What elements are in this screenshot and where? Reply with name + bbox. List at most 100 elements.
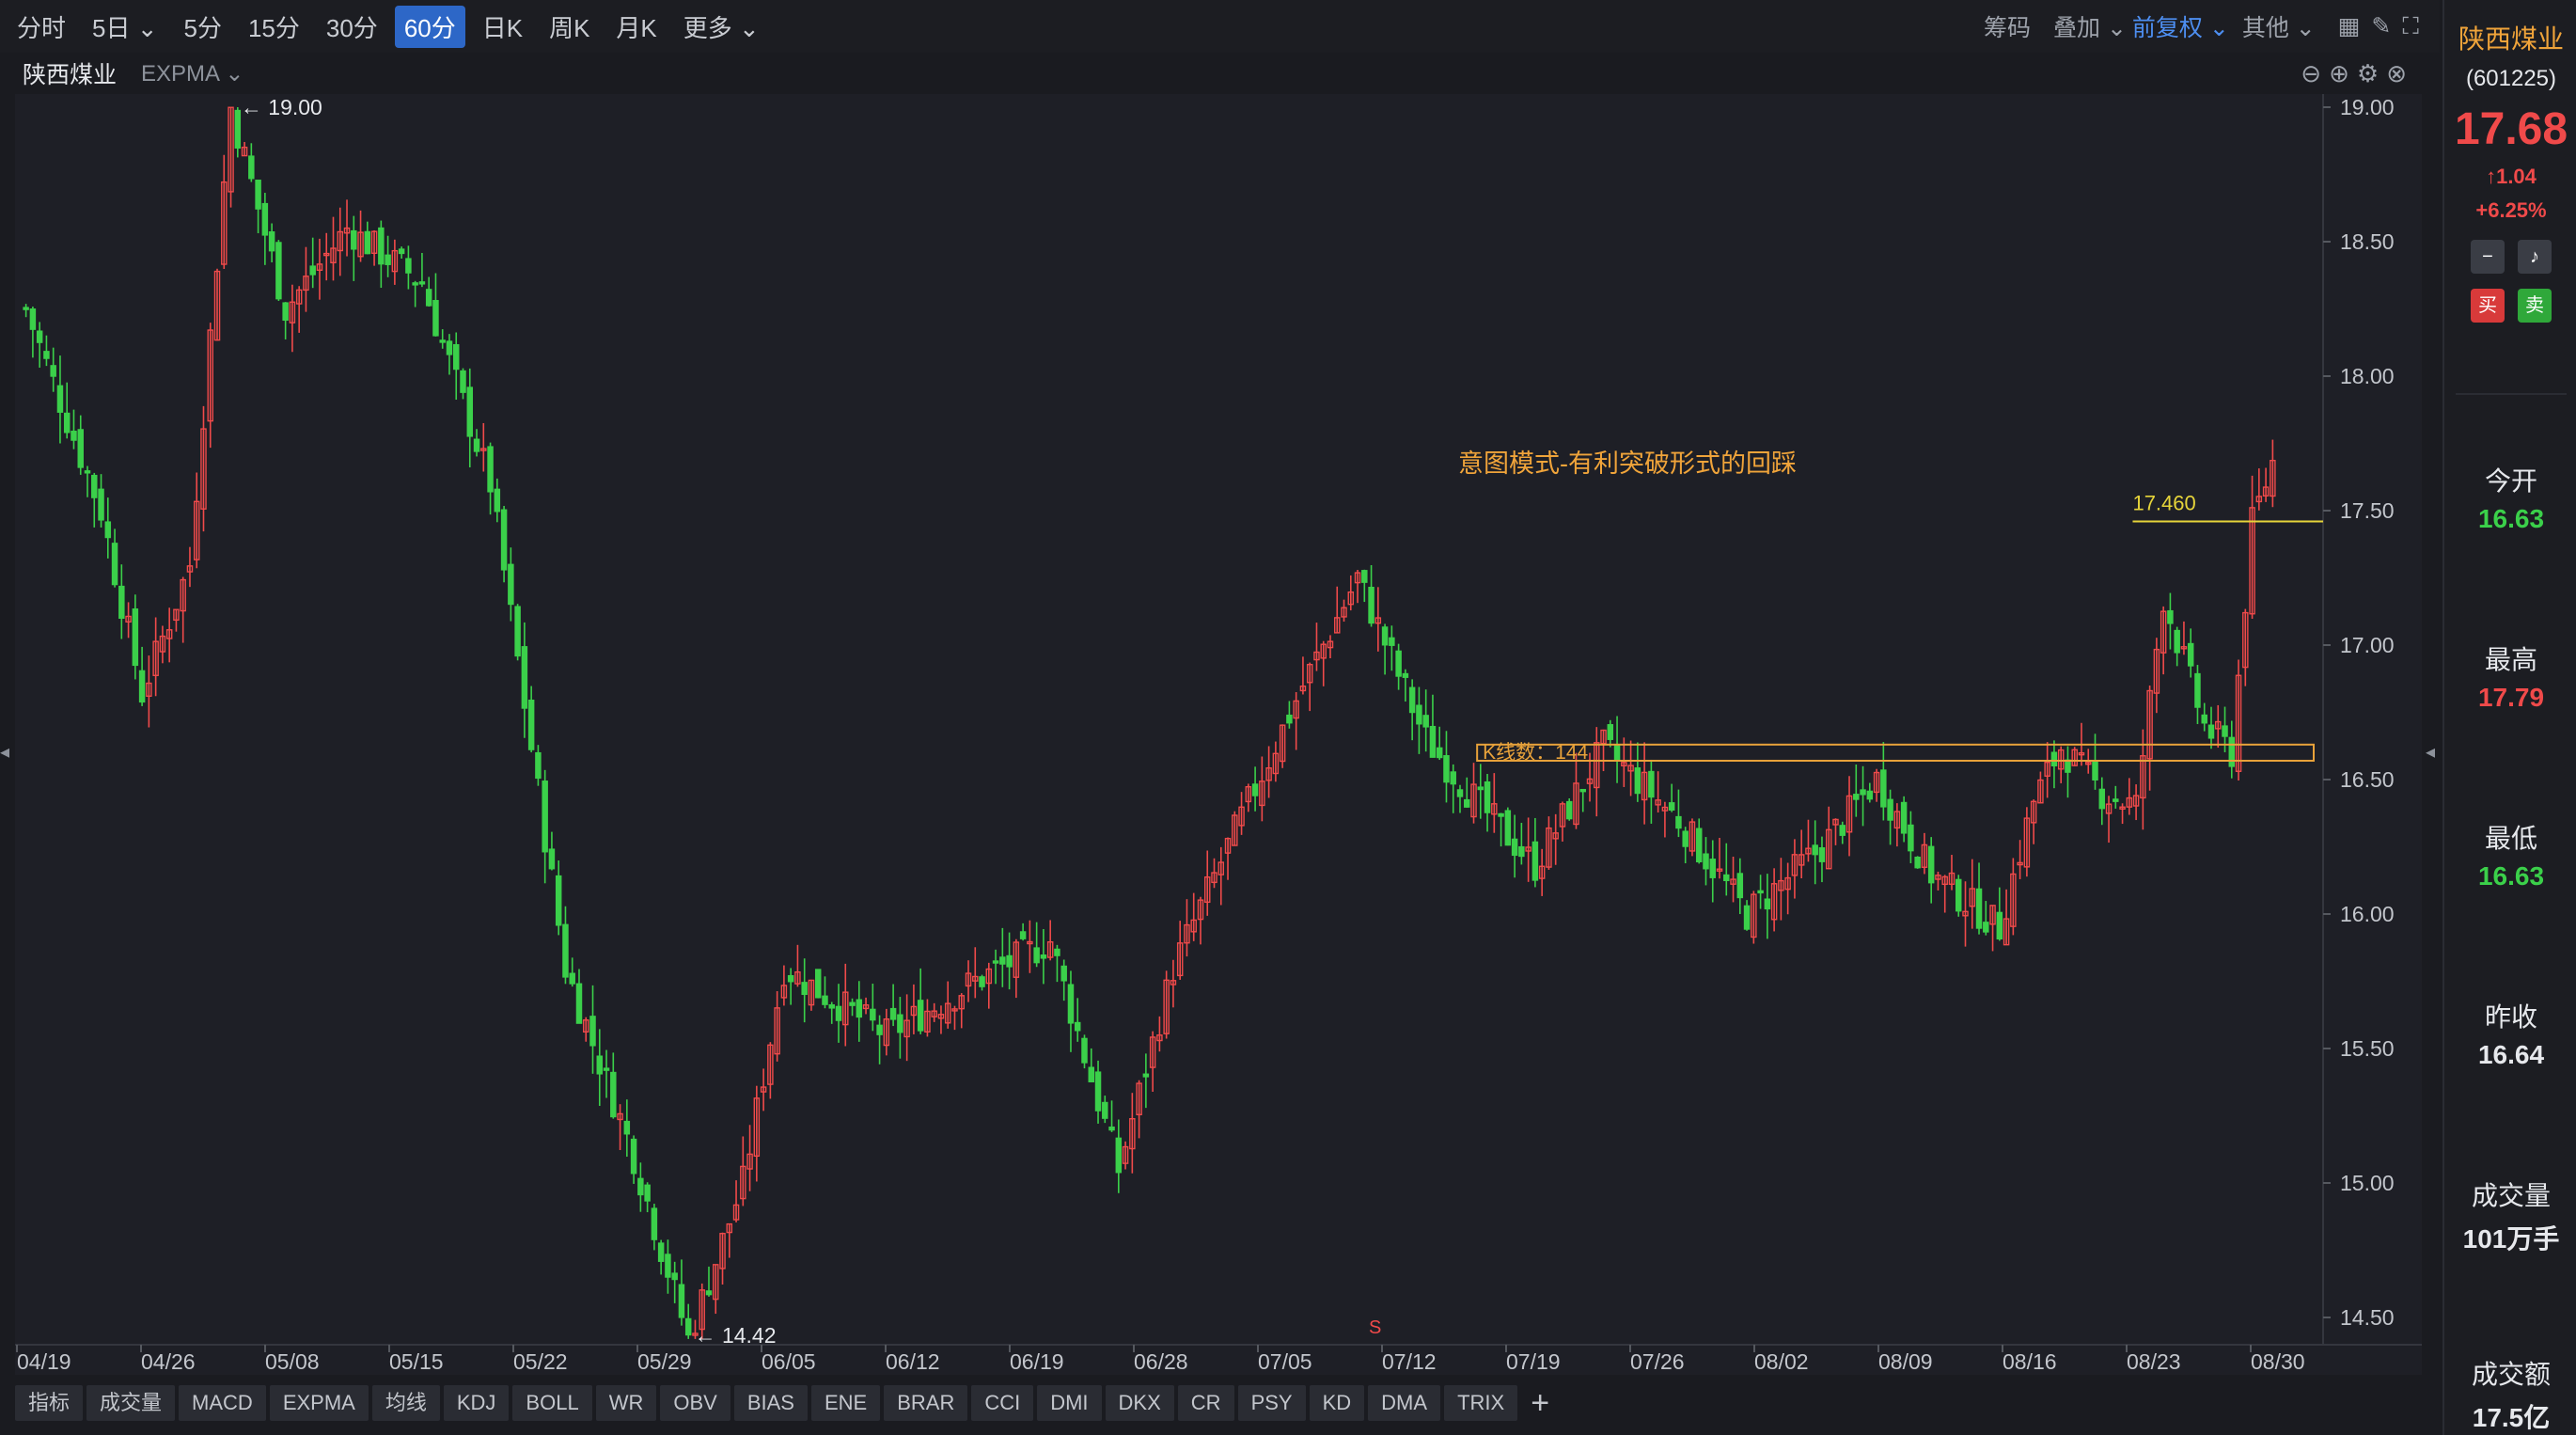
stat-label: 成交额 bbox=[2471, 1360, 2551, 1389]
candle-up bbox=[1559, 803, 1566, 828]
timeframe-tab[interactable]: 分时 bbox=[17, 13, 67, 42]
candle-down bbox=[1764, 898, 1771, 910]
grid-icon[interactable]: ▦ bbox=[2337, 13, 2361, 39]
x-tick-label: 06/19 bbox=[1010, 1349, 1064, 1374]
indicator-dropdown[interactable]: EXPMA ⌄ bbox=[141, 60, 244, 87]
timeframe-tab[interactable]: 日K bbox=[481, 13, 524, 42]
candle-down bbox=[1251, 783, 1259, 796]
candle-up bbox=[760, 1086, 767, 1093]
candle-up bbox=[1136, 1082, 1142, 1115]
indicator-tab[interactable]: 指标 bbox=[15, 1385, 84, 1421]
indicator-tab[interactable]: BRAR bbox=[884, 1385, 968, 1421]
y-tick-label: 19.00 bbox=[2340, 95, 2395, 119]
indicator-tab[interactable]: KD bbox=[1309, 1385, 1365, 1421]
left-collapse-icon[interactable]: ◂ bbox=[0, 742, 10, 763]
draw-pen-icon[interactable]: ✎ bbox=[2371, 13, 2392, 39]
x-tick-label: 08/09 bbox=[1878, 1349, 1933, 1374]
fullscreen-icon[interactable]: ⛶ bbox=[2402, 12, 2419, 39]
bell-icon[interactable]: ♪ bbox=[2518, 240, 2552, 274]
candle-up bbox=[1751, 893, 1757, 938]
stat-label: 成交量 bbox=[2471, 1181, 2551, 1210]
right-collapse-icon[interactable]: ◂ bbox=[2426, 742, 2436, 763]
indicator-tab[interactable]: DMA bbox=[1368, 1385, 1441, 1421]
candle-down bbox=[1668, 802, 1675, 811]
candle-up bbox=[1586, 778, 1594, 784]
x-tick-label: 06/12 bbox=[886, 1349, 940, 1374]
indicator-tab[interactable]: PSY bbox=[1237, 1385, 1306, 1421]
candle-up bbox=[2242, 611, 2249, 669]
candle-up bbox=[740, 1165, 746, 1200]
timeframe-tab[interactable]: 15分 bbox=[247, 13, 300, 42]
candle-down bbox=[678, 1284, 685, 1318]
timeframe-tab[interactable]: 5日 ⌄ bbox=[92, 13, 158, 42]
chart-area[interactable]: 19.00 18.50 18.00 17.50 17.00 16.50 16.00 15.50… bbox=[15, 94, 2422, 1375]
candle-down bbox=[1361, 570, 1368, 583]
stat-label: 最高 bbox=[2484, 645, 2537, 674]
candle-down bbox=[1634, 767, 1641, 795]
indicator-tab[interactable]: ENE bbox=[810, 1385, 881, 1421]
indicator-tab[interactable]: BIAS bbox=[733, 1385, 808, 1421]
indicator-tab[interactable]: DMI bbox=[1037, 1385, 1102, 1421]
candle-up bbox=[193, 500, 200, 560]
candle-down bbox=[378, 227, 385, 265]
remove-watch-icon[interactable]: − bbox=[2471, 240, 2505, 274]
indicator-tab[interactable]: KDJ bbox=[443, 1385, 510, 1421]
close-icon[interactable]: ⊗ bbox=[2386, 58, 2414, 87]
candle-down bbox=[2222, 725, 2228, 737]
candle-up bbox=[583, 1019, 589, 1033]
candle-up bbox=[1259, 781, 1265, 807]
candle-up bbox=[1374, 617, 1382, 624]
indicator-tab[interactable]: 成交量 bbox=[86, 1385, 176, 1421]
candle-down bbox=[917, 1000, 924, 1032]
indicator-tab[interactable]: MACD bbox=[179, 1385, 266, 1421]
candle-down bbox=[1286, 714, 1293, 724]
add-indicator-button[interactable]: + bbox=[1531, 1385, 1550, 1421]
candle-down bbox=[425, 289, 432, 307]
candle-down bbox=[575, 983, 583, 1024]
candle-down bbox=[261, 202, 269, 236]
indicator-tab[interactable]: EXPMA bbox=[269, 1385, 369, 1421]
timeframe-tab[interactable]: 更多 ⌄ bbox=[683, 13, 760, 42]
candle-up bbox=[1948, 872, 1956, 885]
indicator-tab[interactable]: DKX bbox=[1105, 1385, 1174, 1421]
candle-down bbox=[992, 960, 999, 964]
indicator-tab[interactable]: 均线 bbox=[371, 1385, 440, 1421]
candle-down bbox=[1456, 789, 1464, 797]
indicator-tab[interactable]: CCI bbox=[971, 1385, 1034, 1421]
stat-label: 今开 bbox=[2484, 466, 2537, 496]
indicator-tab[interactable]: OBV bbox=[660, 1385, 730, 1421]
adjust-dropdown[interactable]: 前复权 ⌄ bbox=[2131, 15, 2229, 41]
indicator-tab[interactable]: WR bbox=[595, 1385, 657, 1421]
annotation-text: 意图模式-有利突破形式的回踩 bbox=[1458, 449, 1797, 478]
price-change: ↑1.04 bbox=[2486, 165, 2537, 188]
indicator-tab[interactable]: CR bbox=[1177, 1385, 1234, 1421]
timeframe-tab[interactable]: 60分 bbox=[394, 5, 465, 48]
gear-icon[interactable]: ⚙ bbox=[2356, 58, 2387, 87]
candle-down bbox=[1531, 841, 1539, 881]
candle-down bbox=[1060, 965, 1067, 982]
sidebar-stock-name: 陕西煤业 bbox=[2458, 24, 2564, 54]
timeframe-tab[interactable]: 30分 bbox=[325, 13, 378, 42]
timeframe-tab[interactable]: 月K bbox=[616, 13, 657, 42]
plus-icon[interactable]: ⊕ bbox=[2329, 58, 2357, 87]
candle-up bbox=[1798, 854, 1805, 866]
timeframe-tab[interactable]: 5分 bbox=[183, 13, 222, 42]
overlay-dropdown[interactable]: 叠加 ⌄ bbox=[2053, 15, 2127, 41]
candle-down bbox=[1074, 1021, 1081, 1032]
other-dropdown[interactable]: 其他 ⌄ bbox=[2241, 15, 2316, 41]
candle-down bbox=[1422, 715, 1429, 728]
timeframe-tab[interactable]: 周K bbox=[549, 13, 590, 42]
indicator-tab[interactable]: BOLL bbox=[512, 1385, 592, 1421]
candle-up bbox=[391, 249, 399, 273]
candle-up bbox=[1546, 827, 1552, 868]
candle-down bbox=[104, 521, 112, 539]
buy-button[interactable]: 买 bbox=[2471, 289, 2505, 323]
sell-button[interactable]: 卖 bbox=[2518, 289, 2552, 323]
chips-button[interactable]: 筹码 bbox=[1984, 15, 2032, 41]
minus-icon[interactable]: ⊖ bbox=[2301, 58, 2330, 87]
candle-up bbox=[1525, 846, 1531, 852]
candle-down bbox=[1081, 1037, 1088, 1064]
candle-down bbox=[56, 385, 64, 413]
indicator-tab[interactable]: TRIX bbox=[1444, 1385, 1518, 1421]
x-tick-label: 05/22 bbox=[513, 1349, 568, 1374]
